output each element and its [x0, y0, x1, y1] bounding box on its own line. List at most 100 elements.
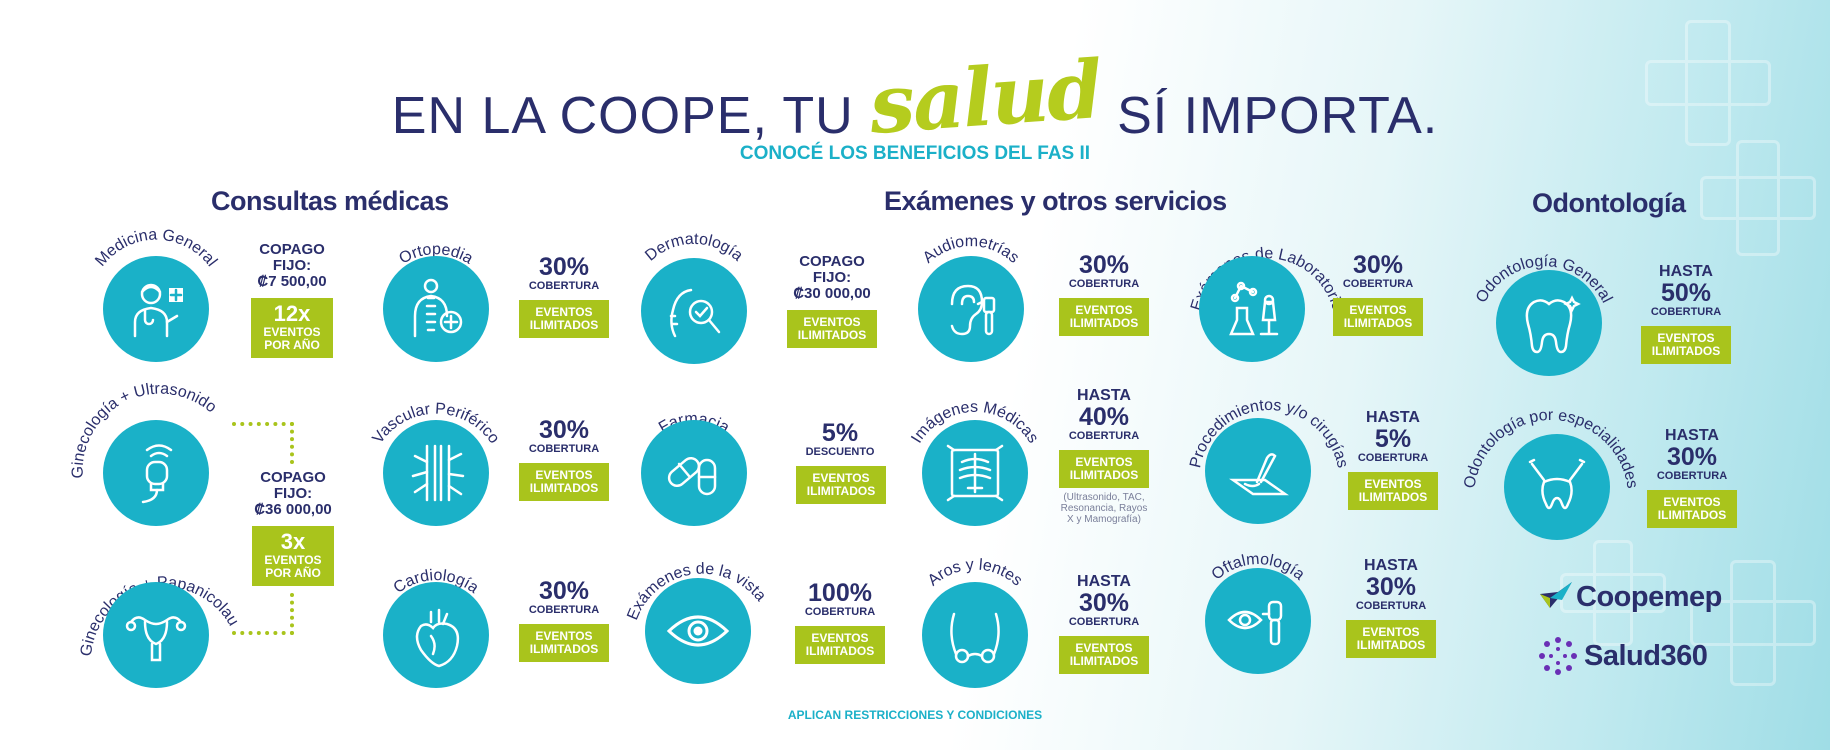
medicina-general-circle — [103, 256, 209, 362]
medicina-badge-num: 12x — [273, 301, 311, 326]
gineco-shared-info: COPAGO FIJO: ₡36 000,00 3x EVENTOS POR AÑ… — [247, 470, 339, 586]
procedimientos-pct: 5% — [1374, 425, 1412, 453]
ortopedia-sub: COBERTURA — [528, 280, 600, 292]
laboratorio-pct: 30% — [1352, 251, 1404, 279]
gine-ultrasonido-circle — [103, 420, 209, 526]
glasses-icon — [950, 612, 1000, 664]
medicina-general-info: COPAGO FIJO: ₡7 500,00 12x EVENTOS POR AÑ… — [247, 242, 337, 358]
vascular-circle — [383, 420, 489, 526]
laboratorio-circle — [1199, 256, 1305, 362]
odonto-especialidades-circle — [1504, 434, 1610, 540]
aros-info: HASTA 30% COBERTURA EVENTOS ILIMITADOS — [1058, 574, 1150, 674]
section-title-examenes: Exámenes y otros servicios — [884, 186, 1227, 216]
ophthalmoscope-icon — [1227, 600, 1283, 646]
examenes-vista-info: 100% COBERTURA EVENTOS ILIMITADOS — [794, 580, 886, 664]
odonto-especialidades-pct: 30% — [1666, 443, 1718, 471]
medicina-badge-text: EVENTOS POR AÑO — [263, 325, 321, 352]
laboratorio-sub: COBERTURA — [1342, 278, 1414, 290]
medicina-copago: COPAGO — [259, 241, 325, 258]
audiometrias-pct: 30% — [1078, 251, 1130, 279]
imagenes-badge: EVENTOS ILIMITADOS — [1059, 450, 1149, 488]
vascular-info: 30% COBERTURA EVENTOS ILIMITADOS — [518, 417, 610, 501]
audiometrias-circle — [918, 256, 1024, 362]
cardiologia-info: 30% COBERTURA EVENTOS ILIMITADOS — [518, 578, 610, 662]
aros-badge: EVENTOS ILIMITADOS — [1059, 636, 1149, 674]
gineco-bracket-bottom — [232, 593, 294, 635]
dermatologia-amount: ₡30 000,00 — [793, 285, 871, 302]
section-title-odontologia: Odontología — [1532, 188, 1686, 218]
examenes-vista-sub: COBERTURA — [804, 606, 876, 618]
salud360-text: Salud360 — [1584, 639, 1708, 672]
odonto-especialidades-info: HASTA 30% COBERTURA EVENTOS ILIMITADOS — [1646, 428, 1738, 528]
eye-icon — [666, 615, 730, 647]
oftalmologia-badge: EVENTOS ILIMITADOS — [1346, 620, 1436, 658]
gine-papanicolau-circle — [103, 582, 209, 688]
cardiologia-badge: EVENTOS ILIMITADOS — [519, 624, 609, 662]
imagenes-pct: 40% — [1078, 403, 1130, 431]
imagenes-circle — [922, 420, 1028, 526]
medicina-events-badge: 12x EVENTOS POR AÑO — [251, 298, 333, 358]
odonto-general-sub: COBERTURA — [1650, 306, 1722, 318]
oftalmologia-circle — [1205, 568, 1311, 674]
coopemep-logo: Coopemep — [1538, 580, 1722, 614]
farmacia-pct: 5% — [821, 419, 859, 447]
dermatologia-circle — [641, 258, 747, 364]
farmacia-info: 5% DESCUENTO EVENTOS ILIMITADOS — [796, 419, 886, 504]
decorative-cross-icon — [1690, 560, 1816, 686]
aros-circle — [922, 582, 1028, 688]
oftalmologia-sub: COBERTURA — [1355, 600, 1427, 612]
procedimientos-info: HASTA 5% COBERTURA EVENTOS ILIMITADOS — [1347, 410, 1439, 510]
heart-organ-icon — [415, 608, 460, 668]
decorative-cross-icon — [1700, 140, 1816, 256]
vascular-badge: EVENTOS ILIMITADOS — [519, 463, 609, 501]
gineco-badge-text: EVENTOS POR AÑO — [264, 553, 322, 580]
farmacia-sub: DESCUENTO — [805, 446, 875, 458]
ear-otoscope-icon — [950, 284, 996, 336]
section-title-consultas: Consultas médicas — [211, 186, 449, 216]
gineco-amount: ₡36 000,00 — [254, 501, 332, 518]
ortopedia-badge: EVENTOS ILIMITADOS — [519, 300, 609, 338]
procedimientos-badge: EVENTOS ILIMITADOS — [1348, 472, 1438, 510]
laboratorio-icon — [1229, 281, 1279, 336]
cardiologia-circle — [383, 582, 489, 688]
headline-script-word: salud — [866, 42, 1104, 152]
audiometrias-sub: COBERTURA — [1068, 278, 1140, 290]
gineco-events-badge: 3x EVENTOS POR AÑO — [252, 526, 334, 586]
vascular-sub: COBERTURA — [528, 443, 600, 455]
procedimientos-sub: COBERTURA — [1357, 452, 1429, 464]
salud360-mark-icon — [1539, 637, 1577, 675]
odonto-general-badge: EVENTOS ILIMITADOS — [1641, 326, 1731, 364]
disclaimer: APLICAN RESTRICCIONES Y CONDICIONES — [787, 708, 1043, 722]
pills-icon — [667, 456, 717, 496]
xray-icon — [946, 444, 1004, 502]
vascular-pct: 30% — [538, 416, 590, 444]
laboratorio-info: 30% COBERTURA EVENTOS ILIMITADOS — [1332, 252, 1424, 336]
subheadline: CONOCÉ LOS BENEFICIOS DEL FAS II — [739, 143, 1091, 164]
uterus-icon — [125, 616, 187, 662]
odonto-general-hasta: HASTA — [1659, 263, 1713, 280]
dermatologia-fijo: FIJO: — [812, 269, 852, 286]
headline-left: EN LA COOPE, TU — [391, 87, 854, 145]
imagenes-hasta: HASTA — [1077, 387, 1131, 404]
farmacia-circle — [641, 420, 747, 526]
audiometrias-badge: EVENTOS ILIMITADOS — [1059, 298, 1149, 336]
gineco-copago: COPAGO — [260, 469, 326, 486]
odonto-especialidades-badge: EVENTOS ILIMITADOS — [1647, 490, 1737, 528]
salud360-logo: Salud360 — [1538, 636, 1708, 676]
spine-icon — [413, 278, 463, 338]
decorative-cross-icon — [1645, 20, 1771, 146]
odonto-especialidades-sub: COBERTURA — [1656, 470, 1728, 482]
ortopedia-circle — [383, 256, 489, 362]
dental-tools-icon — [1528, 458, 1586, 510]
examenes-vista-badge: EVENTOS ILIMITADOS — [795, 626, 885, 664]
aros-pct: 30% — [1078, 589, 1130, 617]
laboratorio-badge: EVENTOS ILIMITADOS — [1333, 298, 1423, 336]
audiometrias-info: 30% COBERTURA EVENTOS ILIMITADOS — [1058, 252, 1150, 336]
oftalmologia-pct: 30% — [1365, 573, 1417, 601]
cardiologia-sub: COBERTURA — [528, 604, 600, 616]
farmacia-badge: EVENTOS ILIMITADOS — [796, 466, 886, 504]
procedimientos-circle — [1205, 418, 1311, 524]
skin-magnifier-icon — [669, 288, 721, 338]
odonto-especialidades-hasta: HASTA — [1665, 427, 1719, 444]
aros-sub: COBERTURA — [1068, 616, 1140, 628]
